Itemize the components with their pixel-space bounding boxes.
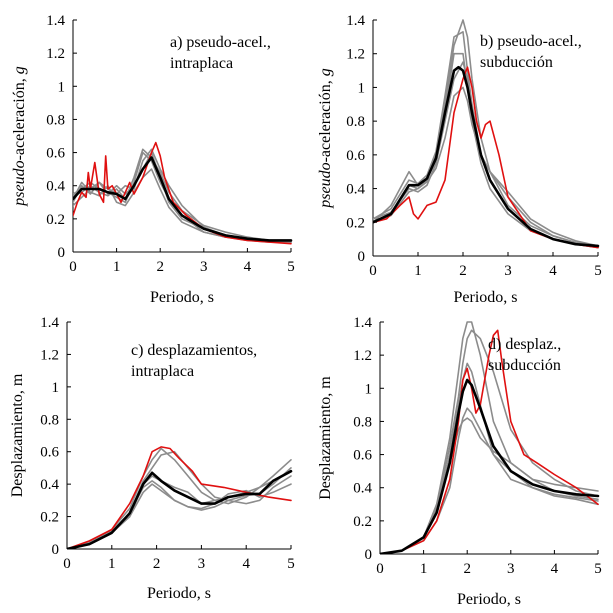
x-tick-label: 4: [244, 259, 252, 275]
y-tick-label: 0.6: [353, 448, 372, 464]
series-line-record-5: [380, 417, 599, 554]
y-tick-label: 1.2: [346, 47, 365, 63]
series-line-record-1: [373, 19, 599, 247]
panel-annotation: a) pseudo-acel.,: [170, 34, 271, 51]
x-tick-label: 0: [369, 263, 377, 279]
y-tick-label: 0.2: [346, 215, 365, 231]
y-tick-label: 0.2: [40, 510, 59, 526]
x-tick-label: 5: [287, 259, 295, 275]
series-line-record-2: [380, 362, 599, 554]
y-tick-label: 0.6: [346, 148, 365, 164]
chart-panel-c: 0 1 2 3 4 5 0 0.2 0.4 0.6 0.8 1 1.2 1.4 c) desplazamie…: [9, 315, 295, 602]
y-tick-label: 0.4: [40, 477, 59, 493]
y-tick-label: 0.8: [346, 114, 365, 130]
y-tick-label: 0: [58, 245, 66, 261]
x-tick-label: 4: [551, 561, 559, 577]
y-tick-label: 0.4: [353, 481, 372, 497]
x-tick-label: 2: [153, 556, 161, 572]
x-axis-label: Periodo, s: [147, 585, 211, 602]
x-tick-label: 4: [242, 556, 250, 572]
y-axis-label: pseudo-aceleración, g: [11, 66, 28, 206]
panel-annotation: intraplaca: [170, 55, 233, 72]
y-tick-label: 0: [358, 249, 366, 265]
x-tick-label: 4: [549, 263, 557, 279]
x-tick-label: 0: [69, 259, 77, 275]
series-line-record-5: [73, 148, 292, 243]
panel-annotation: c) desplazamientos,: [131, 342, 257, 359]
y-tick-label: 1: [358, 80, 366, 96]
y-tick-label: 1.4: [46, 13, 65, 29]
series-line-average: [380, 378, 600, 554]
panel-annotation: subducción: [480, 54, 553, 71]
y-tick-label: 1.4: [353, 315, 372, 331]
y-tick-label: 1: [365, 381, 373, 397]
series-line-record-6: [73, 141, 292, 245]
y-tick-label: 0.4: [46, 179, 65, 195]
y-tick-label: 1.4: [40, 315, 59, 331]
y-tick-label: 0.2: [353, 514, 372, 530]
y-tick-label: 1: [58, 79, 66, 95]
y-tick-label: 0.8: [46, 112, 65, 128]
series-line-record-2: [67, 447, 292, 549]
panel-annotation: d) desplaz.,: [488, 336, 561, 353]
series-line-average: [67, 469, 293, 549]
y-axis-label: Desplazamiento, m: [9, 373, 26, 497]
y-tick-label: 0.8: [40, 412, 59, 428]
y-tick-label: 0: [52, 542, 60, 558]
y-tick-label: 1: [52, 380, 60, 396]
series-line-record-6: [373, 66, 599, 249]
chart-panel-a: 0 1 2 3 4 5 0 0.2 0.4 0.6 0.8 1 1.2 1.4 a) pseudo-acel…: [11, 13, 295, 306]
x-tick-label: 5: [594, 263, 602, 279]
series-line-average: [73, 156, 293, 242]
x-tick-label: 5: [287, 556, 295, 572]
x-tick-label: 2: [156, 259, 164, 275]
chart-panel-d: 0 1 2 3 4 5 0 0.2 0.4 0.6 0.8 1 1.2 1.4 d) desplaz., su…: [317, 315, 602, 608]
series-line-record-3: [373, 52, 599, 249]
x-tick-label: 0: [376, 561, 384, 577]
y-tick-label: 1.2: [40, 347, 59, 363]
series-line-record-5: [373, 86, 599, 247]
x-tick-label: 5: [594, 561, 602, 577]
y-tick-label: 0.6: [46, 146, 65, 162]
y-axis-label: Desplazamiento, m: [317, 376, 334, 500]
y-axis-label: pseudo-aceleración, g: [317, 68, 334, 208]
y-tick-label: 1.2: [46, 46, 65, 62]
x-tick-label: 1: [113, 259, 121, 275]
x-axis-label: Periodo, s: [454, 289, 518, 306]
y-tick-label: 1.2: [353, 348, 372, 364]
x-tick-label: 2: [463, 561, 471, 577]
y-tick-label: 0.4: [346, 182, 365, 198]
series-line-record-6: [67, 446, 292, 549]
panel-annotation: intraplaca: [131, 363, 194, 380]
y-tick-label: 0.6: [40, 445, 59, 461]
x-tick-label: 0: [63, 556, 71, 572]
y-tick-label: 1.4: [346, 13, 365, 29]
x-tick-label: 2: [459, 263, 467, 279]
y-tick-label: 0: [365, 547, 373, 563]
x-axis-label: Periodo, s: [150, 289, 214, 306]
x-tick-label: 3: [507, 561, 515, 577]
y-tick-label: 0.8: [353, 414, 372, 430]
x-axis-label: Periodo, s: [457, 591, 521, 608]
series-line-average: [373, 65, 600, 248]
y-tick-label: 0.2: [46, 212, 65, 228]
x-tick-label: 3: [200, 259, 208, 275]
x-tick-label: 3: [504, 263, 512, 279]
x-tick-label: 1: [414, 263, 422, 279]
series-line-record-4: [373, 61, 599, 247]
x-tick-label: 1: [420, 561, 428, 577]
x-tick-label: 1: [108, 556, 116, 572]
chart-panel-b: 0 1 2 3 4 5 0 0.2 0.4 0.6 0.8 1 1.2 1.4 b) pseudo-acel…: [317, 13, 602, 306]
panel-annotation: b) pseudo-acel.,: [480, 33, 582, 50]
x-tick-label: 3: [198, 556, 206, 572]
panel-annotation: subducción: [488, 357, 561, 374]
